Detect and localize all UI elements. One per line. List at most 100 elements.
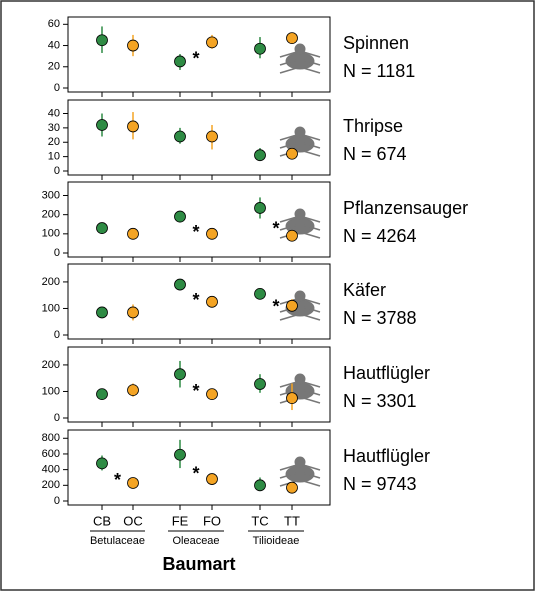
panel-n: N = 3301: [343, 391, 417, 411]
panel-box: [67, 181, 331, 258]
x-tick-label: OC: [123, 513, 143, 528]
icon-leg: [279, 141, 301, 149]
point: [286, 147, 298, 160]
point: [127, 384, 139, 397]
panel-n: N = 9743: [343, 474, 417, 494]
point: [127, 477, 139, 489]
panel-title: Hautflügler: [343, 363, 430, 383]
icon-leg: [299, 396, 321, 404]
point: [96, 457, 108, 470]
icon-leg: [279, 133, 301, 141]
y-tick-label: 0: [54, 247, 60, 259]
significance-mark: *: [192, 222, 199, 242]
icon-leg: [299, 149, 321, 157]
panel-title: Spinnen: [343, 33, 409, 53]
icon-leg: [279, 66, 301, 74]
point: [96, 388, 108, 401]
y-tick-label: 100: [42, 302, 60, 314]
point: [174, 55, 186, 68]
y-tick-label: 0: [54, 495, 60, 507]
y-tick-label: 800: [42, 432, 60, 444]
icon-leg: [279, 463, 301, 471]
point: [254, 202, 266, 214]
point: [127, 227, 139, 240]
point: [127, 120, 139, 133]
point: [174, 368, 186, 381]
icon-leg: [299, 313, 321, 321]
panel-box: [67, 346, 331, 423]
point: [127, 39, 139, 52]
panel-n: N = 1181: [343, 61, 415, 81]
x-tick-label: TC: [251, 513, 268, 528]
x-tick-label: TT: [284, 513, 300, 528]
y-tick-label: 0: [54, 82, 60, 94]
significance-mark: *: [272, 297, 279, 317]
point: [127, 306, 139, 319]
y-tick-label: 200: [42, 359, 60, 371]
y-tick-label: 0: [54, 412, 60, 424]
group-label: Oleaceae: [172, 535, 219, 547]
icon-leg: [299, 305, 321, 313]
y-tick-label: 40: [48, 39, 60, 51]
insect-icon: [279, 43, 321, 74]
icon-leg: [279, 388, 301, 396]
point: [206, 130, 218, 143]
point: [96, 222, 108, 234]
icon-leg: [299, 50, 321, 58]
panel-box: [67, 16, 331, 93]
panel-box: [67, 263, 331, 340]
icon-leg: [299, 380, 321, 388]
y-tick-label: 400: [42, 464, 60, 476]
y-tick-label: 200: [42, 479, 60, 491]
y-tick-label: 20: [48, 61, 60, 73]
point: [254, 378, 266, 390]
icon-body: [285, 465, 315, 483]
point: [286, 229, 298, 242]
icon-leg: [299, 141, 321, 149]
panel-n: N = 674: [343, 144, 407, 164]
point: [206, 227, 218, 240]
group-label: Betulaceae: [90, 535, 145, 547]
point: [254, 149, 266, 162]
x-tick-label: FO: [203, 513, 221, 528]
point: [96, 306, 108, 319]
point: [254, 479, 266, 492]
significance-mark: *: [192, 290, 199, 310]
icon-leg: [279, 380, 301, 388]
y-tick-label: 40: [48, 107, 60, 119]
point: [286, 481, 298, 494]
y-tick-label: 200: [42, 209, 60, 221]
point: [206, 36, 218, 49]
panel-n: N = 4264: [343, 226, 417, 246]
point: [174, 130, 186, 143]
icon-leg: [299, 297, 321, 305]
significance-mark: *: [192, 464, 199, 484]
point: [96, 34, 108, 47]
panel-title: Hautflügler: [343, 446, 430, 466]
y-tick-label: 300: [42, 189, 60, 201]
insect-icon: [279, 456, 321, 487]
y-tick-label: 10: [48, 151, 60, 163]
y-tick-label: 20: [48, 136, 60, 148]
significance-mark: *: [192, 381, 199, 401]
icon-leg: [299, 223, 321, 231]
y-tick-label: 100: [42, 385, 60, 397]
icon-leg: [299, 463, 321, 471]
point: [206, 473, 218, 485]
panel-box: [67, 429, 331, 506]
point: [96, 119, 108, 131]
icon-leg: [299, 66, 321, 74]
icon-leg: [279, 50, 301, 58]
significance-mark: *: [192, 49, 199, 69]
point: [206, 388, 218, 401]
x-tick-label: FE: [172, 513, 189, 528]
panel-n: N = 3788: [343, 308, 417, 328]
icon-leg: [299, 58, 321, 66]
y-tick-label: 0: [54, 165, 60, 177]
icon-leg: [279, 471, 301, 479]
y-tick-label: 0: [54, 329, 60, 341]
panel-box: [67, 99, 331, 176]
point: [174, 278, 186, 291]
